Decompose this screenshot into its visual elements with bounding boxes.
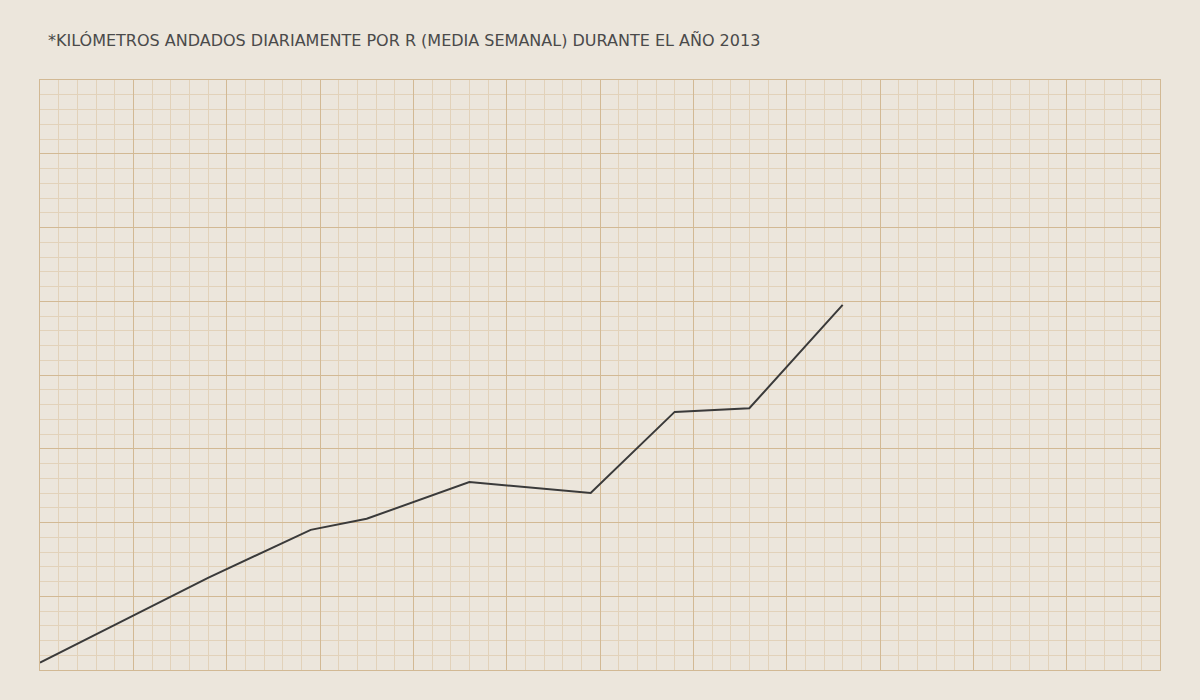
svg-text:*KILÓMETROS ANDADOS DIARIAMENT: *KILÓMETROS ANDADOS DIARIAMENTE POR R (M… <box>48 31 760 50</box>
